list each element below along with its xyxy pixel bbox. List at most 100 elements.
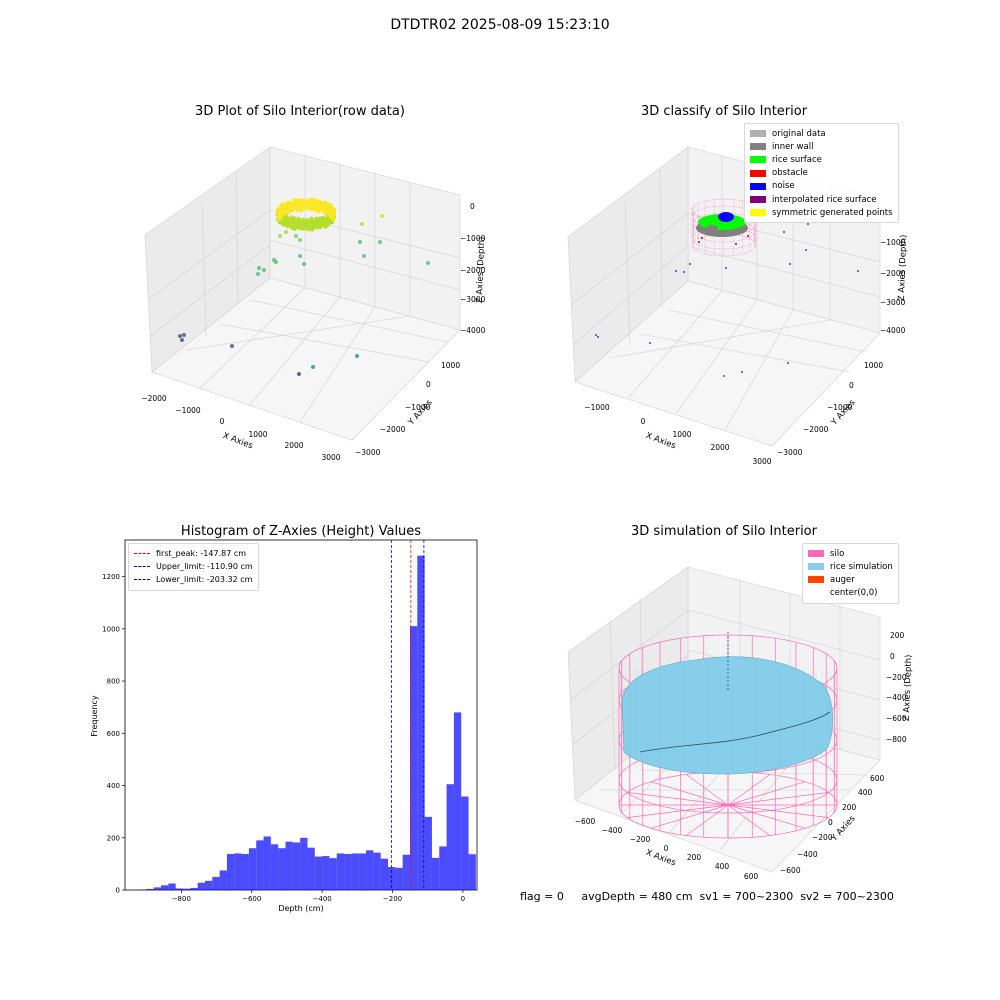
legend-item: silo (808, 547, 893, 560)
sim-y-tick: 600 (870, 774, 885, 783)
sim-y-tick: 200 (842, 803, 857, 812)
histogram-bar (248, 848, 257, 890)
histogram-y-ticks: 0 200 400 600 800 1000 1200 (102, 573, 125, 895)
sim-x-tick: −400 (602, 826, 623, 835)
sim-y-tick: −600 (780, 866, 801, 875)
silo-bottom-spoke (686, 804, 729, 836)
raw-point (278, 234, 282, 238)
legend-swatch (750, 182, 766, 190)
histogram-bar (256, 840, 264, 890)
classify-y-tick: −1000 (827, 403, 853, 412)
histogram-bar (344, 853, 352, 890)
classify-noise-point (783, 231, 785, 233)
legend-item: obstacle (750, 167, 893, 180)
histogram-bar (278, 848, 286, 890)
sim-z-tick: −600 (886, 714, 907, 723)
histogram-bar (366, 850, 374, 890)
classify-noise-point (683, 271, 685, 273)
legend-swatch (750, 196, 766, 204)
classify-noise-cluster (718, 212, 734, 222)
silo-bottom-spoke (727, 804, 829, 818)
histogram-x-tick-label: −400 (313, 895, 332, 903)
sim-z-tick: −400 (886, 693, 907, 702)
histogram-bar (146, 888, 154, 890)
raw-point (178, 334, 182, 338)
raw-y-tick: −3000 (355, 448, 381, 457)
raw-point (309, 197, 314, 202)
classify-noise-point (787, 362, 789, 364)
histogram-bar (292, 842, 301, 890)
legend-item: rice simulation (808, 560, 893, 573)
histogram-title: Histogram of Z-Axies (Height) Values (180, 524, 422, 539)
legend-swatch (750, 209, 766, 217)
histogram-bar (322, 856, 330, 890)
histogram-bar (263, 836, 271, 890)
raw-point (316, 208, 321, 214)
classify-legend: original data inner wall rice surface ob… (744, 123, 899, 224)
raw-point (294, 234, 298, 238)
classify-x-tick: 3000 (752, 457, 771, 466)
sim-x-tick: 200 (687, 853, 702, 862)
histogram-bar (270, 844, 279, 890)
raw-z-label: Z Axies (Depth) (475, 236, 487, 303)
legend-swatch (808, 576, 824, 584)
classify-noise-point (689, 263, 691, 265)
histogram-legend: first_peak: -147.87 cm Upper_limit: -110… (128, 543, 259, 591)
classify-y-tick: 1000 (864, 361, 883, 370)
raw-point (306, 201, 311, 206)
classify-y-tick: −3000 (777, 448, 803, 457)
classify-z-label: Z Axies (Depth) (897, 234, 909, 301)
raw-point (314, 225, 320, 230)
raw-point (360, 222, 364, 226)
histogram-bar (168, 883, 176, 890)
plot2-title: 3D classify of Silo Interior (640, 104, 808, 119)
classify-noise-point (805, 249, 807, 251)
silo-bottom-spoke (686, 774, 729, 806)
sim-z-label: Z Axies (Depth) (902, 654, 914, 721)
raw-point (289, 225, 294, 230)
plot4-title: 3D simulation of Silo Interior (631, 524, 817, 539)
classify-z-tick: −1000 (880, 238, 906, 247)
histogram-bar (219, 870, 227, 890)
raw-y-tick: −1000 (405, 403, 431, 412)
histogram-bar (380, 858, 389, 890)
raw-point (276, 214, 281, 219)
classify-noise-point (675, 270, 677, 272)
histogram-bar (409, 626, 418, 890)
histogram-x-tick-label: −200 (383, 895, 402, 903)
sim-x-label: X Axies (644, 848, 677, 869)
histogram-bars (139, 555, 476, 890)
rice-surface-shadow (639, 711, 831, 753)
raw-point (257, 266, 261, 270)
histogram-bar (307, 847, 315, 890)
classify-noise-point (807, 223, 809, 225)
classify-noise-point (741, 371, 743, 373)
raw-point (299, 207, 304, 213)
histogram-bar (388, 867, 396, 890)
legend-item: original data (750, 127, 893, 140)
silo-bottom-spoke (727, 804, 806, 829)
raw-z-tick: −2000 (460, 266, 486, 275)
histogram-bar (431, 857, 440, 890)
classify-z-tick: −2000 (880, 269, 906, 278)
raw-point (262, 268, 266, 272)
histogram-y-tick-label: 200 (107, 834, 120, 842)
simulation-legend: silo rice simulation auger center(0,0) (802, 543, 899, 604)
legend-swatch (808, 563, 824, 571)
histogram-y-label: Frequency (90, 695, 99, 737)
raw-point (182, 333, 186, 337)
sim-z-tick: −800 (886, 735, 907, 744)
classify-y-tick: 0 (849, 381, 854, 390)
raw-z-tick: −3000 (460, 295, 486, 304)
sim-x-tick: −200 (630, 835, 651, 844)
classify-point (747, 235, 749, 237)
sim-z-tick: 0 (890, 652, 895, 661)
histogram-bar (461, 796, 469, 890)
raw-point (331, 207, 337, 212)
raw-point (256, 272, 260, 276)
raw-y-tick: −2000 (380, 425, 406, 434)
legend-swatch (750, 130, 766, 138)
histogram-bar (358, 853, 367, 890)
histogram-bar (373, 852, 381, 890)
histogram-bar (446, 784, 454, 890)
